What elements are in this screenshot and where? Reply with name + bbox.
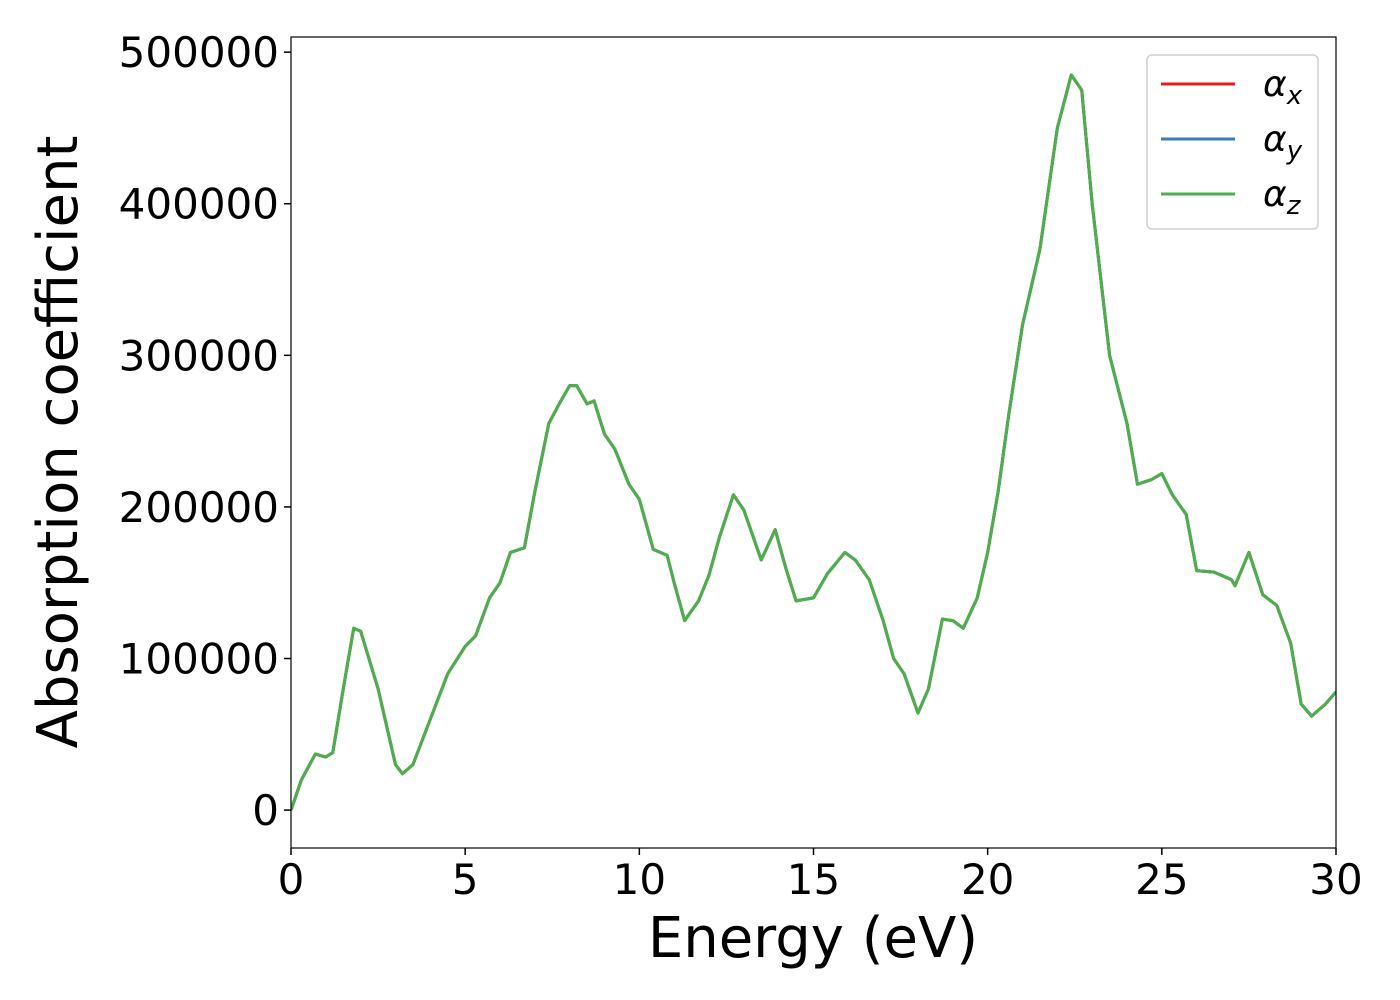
x-tick-label: 25 [1135,855,1188,904]
y-axis-label: Absorption coefficient [26,136,91,749]
y-tick-label: 200000 [119,483,279,532]
plot-frame [290,36,1337,849]
legend: αx αy αz [1146,54,1319,230]
y-tick-label: 500000 [119,28,279,77]
x-tick-label: 10 [613,855,666,904]
x-tick-label: 5 [452,855,479,904]
legend-box [1146,54,1319,230]
x-tick-label: 30 [1309,855,1362,904]
legend-label: αx [1263,64,1303,111]
y-tick-label: 100000 [119,635,279,684]
legend-label: αz [1263,174,1302,221]
x-tick-label: 0 [278,855,305,904]
x-axis-label: Energy (eV) [648,906,978,971]
x-tick-label: 20 [961,855,1014,904]
y-tick-label: 400000 [119,180,279,229]
x-tick-label: 15 [787,855,840,904]
series-line [291,73,1336,811]
y-tick-label: 0 [252,786,279,835]
legend-label: αy [1263,119,1303,166]
y-tick-label: 300000 [119,331,279,380]
